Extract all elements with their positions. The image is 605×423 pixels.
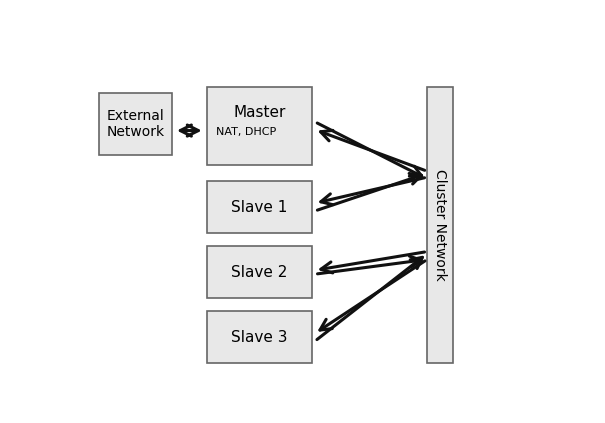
FancyBboxPatch shape <box>207 311 312 363</box>
Text: NAT, DHCP: NAT, DHCP <box>217 127 276 137</box>
Text: Cluster Network: Cluster Network <box>433 169 447 281</box>
Text: Master: Master <box>234 104 286 120</box>
Text: Slave 2: Slave 2 <box>232 265 288 280</box>
FancyBboxPatch shape <box>427 87 453 363</box>
Text: Slave 3: Slave 3 <box>231 330 288 345</box>
FancyBboxPatch shape <box>207 246 312 298</box>
FancyBboxPatch shape <box>207 87 312 165</box>
Text: Slave 1: Slave 1 <box>232 200 288 214</box>
FancyBboxPatch shape <box>207 181 312 233</box>
Text: External
Network: External Network <box>106 109 165 139</box>
FancyBboxPatch shape <box>99 93 172 155</box>
